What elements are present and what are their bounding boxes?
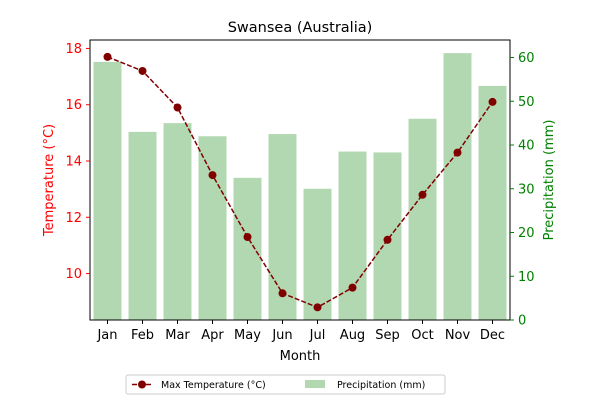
- temp-point-nov: [453, 148, 462, 157]
- x-tick-label-apr: Apr: [201, 328, 224, 343]
- x-tick-label-jul: Jul: [309, 328, 326, 343]
- y-right-tick-label: 0: [518, 314, 526, 329]
- y-left-tick-label: 10: [65, 267, 82, 282]
- y-axis-right: 0 10 20 30 40 50 60: [510, 51, 535, 329]
- x-tick-label-mar: Mar: [165, 328, 190, 343]
- precip-bar-feb: [128, 131, 157, 320]
- y-axis-left-label: Temperature (°C): [42, 124, 57, 237]
- x-axis-label: Month: [280, 349, 321, 364]
- precip-bar-nov: [443, 53, 472, 320]
- x-tick-label-oct: Oct: [411, 328, 433, 343]
- legend-box: [125, 374, 446, 395]
- x-tick-label-jan: Jan: [96, 328, 117, 343]
- temp-point-jun: [278, 289, 287, 298]
- precip-bar-may: [233, 177, 262, 320]
- temp-point-aug: [348, 283, 357, 292]
- y-left-tick-label: 16: [65, 98, 82, 113]
- precip-bar-jul: [303, 188, 332, 320]
- precip-bar-dec: [478, 85, 507, 320]
- temperature-line: [103, 52, 497, 312]
- y-left-tick-label: 18: [65, 42, 82, 57]
- temp-point-jul: [313, 303, 322, 312]
- y-right-tick-label: 40: [518, 139, 535, 154]
- x-tick-label-jun: Jun: [271, 328, 292, 343]
- legend-label-precipitation: Precipitation (mm): [337, 380, 425, 391]
- temp-point-dec: [488, 97, 497, 106]
- legend-bar-swatch: [305, 380, 325, 388]
- temp-point-sep: [383, 235, 392, 244]
- y-axis-right-label: Precipitation (mm): [542, 120, 557, 241]
- precip-bar-aug: [338, 151, 367, 320]
- chart-title: Swansea (Australia): [228, 20, 373, 36]
- temp-point-apr: [208, 171, 217, 180]
- y-left-tick-label: 12: [65, 211, 82, 226]
- legend: Max Temperature (°C) Precipitation (mm): [125, 374, 446, 395]
- legend-marker-swatch: [138, 380, 146, 389]
- precip-bar-jan: [93, 61, 122, 320]
- temp-point-may: [243, 232, 252, 241]
- temp-point-feb: [138, 66, 147, 75]
- temp-point-mar: [173, 103, 182, 112]
- legend-label-temperature: Max Temperature (°C): [161, 380, 266, 391]
- y-right-tick-label: 30: [518, 182, 535, 197]
- precip-bar-oct: [408, 118, 437, 320]
- plot-frame: [89, 39, 511, 321]
- temp-point-oct: [418, 190, 427, 199]
- precipitation-bars: [93, 53, 507, 320]
- x-tick-label-feb: Feb: [131, 328, 154, 343]
- x-tick-label-aug: Aug: [340, 328, 365, 343]
- y-left-tick-label: 14: [65, 155, 82, 170]
- x-tick-label-sep: Sep: [375, 328, 400, 343]
- y-right-tick-label: 50: [518, 95, 535, 110]
- precip-bar-apr: [198, 136, 227, 320]
- y-axis-left: 10 12 14 16 18: [65, 42, 90, 282]
- precip-bar-jun: [268, 134, 297, 320]
- y-right-tick-label: 20: [518, 226, 535, 241]
- temperature-series-line: [107, 56, 494, 309]
- y-right-tick-label: 10: [518, 270, 535, 285]
- x-tick-label-dec: Dec: [480, 328, 505, 343]
- precip-bar-mar: [163, 123, 192, 320]
- temp-point-jan: [103, 52, 112, 61]
- y-right-tick-label: 60: [518, 51, 535, 66]
- x-axis: Jan Feb Mar Apr May Jun Jul Aug Sep Oct Nov Dec: [96, 320, 505, 343]
- x-tick-label-may: May: [234, 328, 261, 343]
- x-tick-label-nov: Nov: [445, 328, 471, 343]
